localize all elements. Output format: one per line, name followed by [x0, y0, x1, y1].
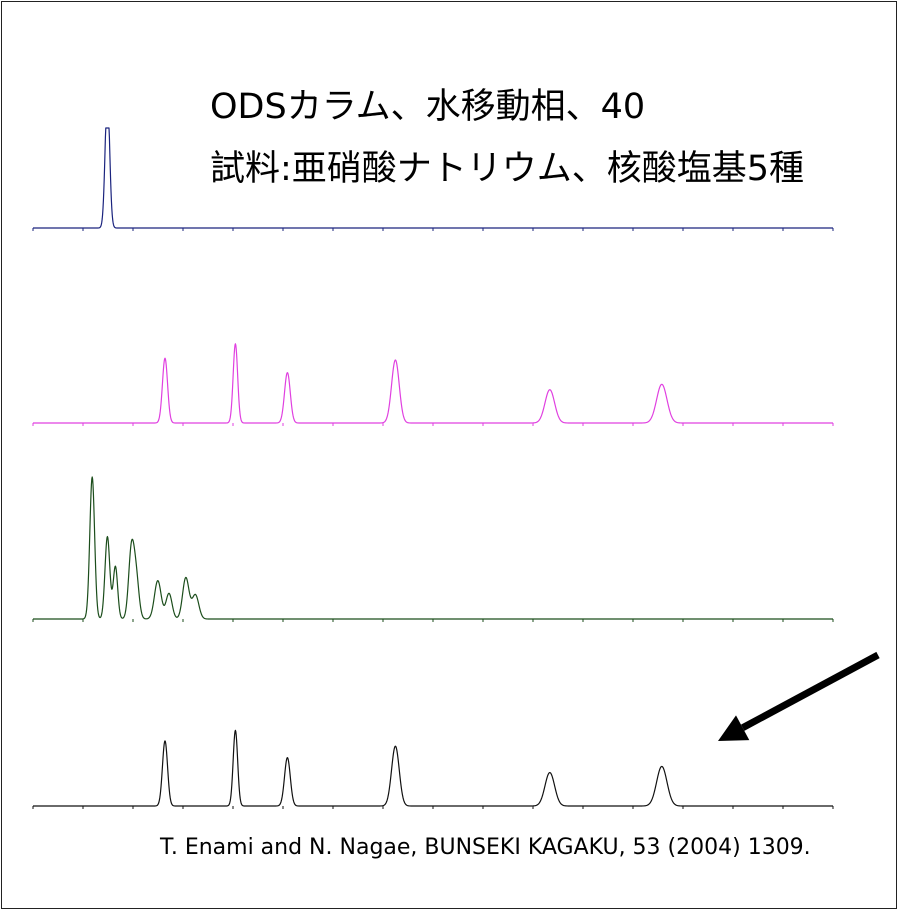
arrow-head	[718, 715, 750, 741]
trace-2	[32, 343, 834, 426]
arrow-shaft	[741, 651, 880, 731]
citation: T. Enami and N. Nagae, BUNSEKI KAGAKU, 5…	[160, 835, 811, 860]
trace-1	[32, 127, 834, 231]
trace-2-line	[32, 343, 834, 424]
trace-3	[32, 476, 834, 622]
trace-4-line	[32, 729, 834, 807]
title-line-1: ODSカラム、水移動相、40	[210, 87, 646, 127]
title-line-2: 試料:亜硝酸ナトリウム、核酸塩基5種	[210, 149, 805, 189]
trace-4	[32, 729, 834, 809]
trace-1-line	[32, 127, 834, 229]
arrow-annotation	[718, 651, 880, 741]
trace-3-line	[32, 476, 834, 620]
